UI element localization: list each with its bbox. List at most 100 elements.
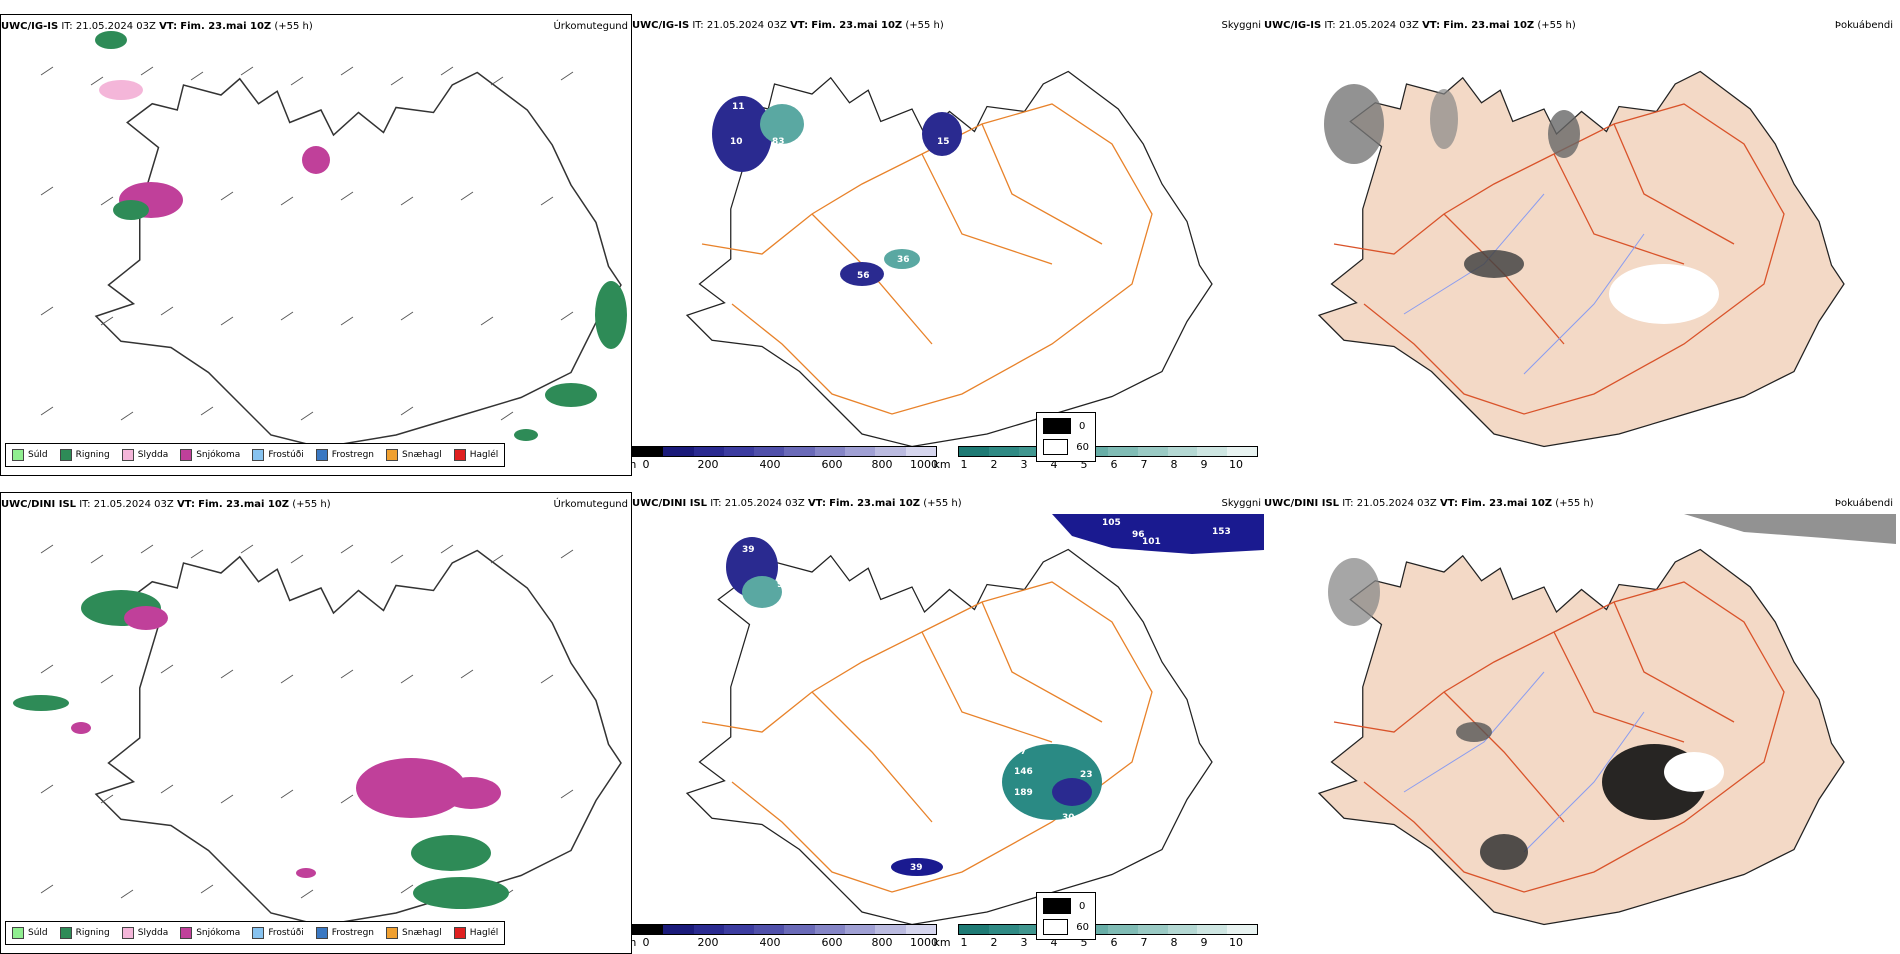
panel-label-precip: Úrkomutegund — [553, 499, 628, 510]
precip-areas — [95, 31, 627, 441]
panel-label-visibility: Skyggni — [1221, 20, 1261, 31]
tick-label: 200 — [697, 458, 719, 471]
ceiling-label: 30 — [1062, 813, 1075, 823]
tick-label: 6 — [1110, 458, 1118, 471]
tick-label: 2 — [990, 936, 998, 949]
panel-label-precip: Úrkomutegund — [553, 21, 628, 32]
ceiling-label: 23 — [1080, 770, 1093, 780]
legend-item: Frostregn — [315, 449, 374, 461]
panel-title: UWC/DINI ISL IT: 21.05.2024 03Z VT: Fim.… — [1, 499, 331, 510]
visibility-panel-row2: UWC/DINI ISL IT: 21.05.2024 03Z VT: Fim.… — [632, 492, 1264, 954]
colorbar-unit: km — [933, 458, 951, 471]
ceiling-label: 105 — [1102, 518, 1121, 528]
panel-title: UWC/DINI ISL IT: 21.05.2024 03Z VT: Fim.… — [632, 498, 962, 509]
tick-label: 8 — [1170, 936, 1178, 949]
tick-label: 1 — [960, 458, 968, 471]
ceiling-colorbar: m 0 200 400 600 800 1000 — [632, 924, 938, 950]
fog-panel-row2: UWC/DINI ISL IT: 21.05.2024 03Z VT: Fim.… — [1264, 492, 1896, 954]
legend-item: Snjókoma — [180, 927, 240, 939]
tick-label: 10 — [1229, 458, 1243, 471]
legend-item: Snæhagl — [386, 927, 442, 939]
iceland-map — [40, 31, 627, 449]
tick-label: 600 — [821, 458, 843, 471]
tick-label: 3 — [1020, 936, 1028, 949]
tick-label: 7 — [1140, 458, 1148, 471]
legend-swatch — [12, 927, 24, 939]
tick-label: 9 — [1200, 936, 1208, 949]
precip-legend: Súld Rigning Slydda Snjókoma Frostúði Fr… — [5, 921, 506, 945]
legend-swatch — [453, 927, 466, 939]
visibility-colorbar: km 1 2 3 4 5 6 7 8 9 10 — [933, 446, 1258, 472]
ceiling-label: 36 — [897, 255, 910, 265]
legend-swatch — [180, 449, 193, 461]
legend-item: Rigning — [59, 927, 110, 939]
ceiling-label: 39 — [742, 545, 755, 555]
tick-label: 400 — [759, 936, 781, 949]
colorbar-unit: m — [632, 936, 636, 949]
legend-swatch — [180, 927, 193, 939]
iceland-map — [1318, 70, 1845, 448]
tick-label: 5 — [1080, 458, 1088, 471]
tick-label: 400 — [759, 458, 781, 471]
legend-swatch — [121, 927, 134, 939]
legend-swatch — [315, 449, 328, 461]
tick-label: 1000 — [910, 458, 938, 471]
visibility-panel-row1: UWC/IG-IS IT: 21.05.2024 03Z VT: Fim. 23… — [632, 14, 1264, 476]
legend-item: Frostúði — [252, 449, 304, 461]
legend-item: Súld — [12, 927, 48, 939]
iceland-map: 11 10 83 102 56 15 36 17 — [686, 70, 1213, 448]
tick-label: 6 — [1110, 936, 1118, 949]
panel-label-fog: Þokuábendi — [1834, 20, 1893, 31]
ceiling-label: 189 — [1014, 788, 1033, 798]
colorbar-strip — [958, 924, 1258, 935]
colorbar-strip — [632, 446, 937, 457]
legend-swatch — [121, 449, 134, 461]
iceland-map — [13, 544, 622, 927]
ceiling-label: 102 — [757, 187, 776, 197]
panel-label-visibility: Skyggni — [1221, 498, 1261, 509]
tick-label: 0 — [642, 458, 650, 471]
panel-title: UWC/DINI ISL IT: 21.05.2024 03Z VT: Fim.… — [1264, 498, 1594, 509]
ceiling-label: 90 — [777, 580, 790, 590]
legend-item: Frostregn — [315, 927, 374, 939]
ceiling-label: 56 — [857, 271, 870, 281]
legend-swatch — [386, 927, 399, 939]
precip-areas — [13, 590, 509, 909]
legend-swatch — [453, 449, 466, 461]
ceiling-label: 146 — [1014, 767, 1033, 777]
tick-label: 200 — [697, 936, 719, 949]
legend-swatch — [386, 449, 399, 461]
ceiling-label: 39 — [910, 863, 923, 873]
panel-title: UWC/IG-IS IT: 21.05.2024 03Z VT: Fim. 23… — [1264, 20, 1576, 31]
tick-label: 1 — [960, 936, 968, 949]
ceiling-label: 83 — [772, 137, 785, 147]
fog-key-row2: 0 60 — [1036, 892, 1096, 940]
ceiling-label: 17 — [992, 255, 1005, 265]
ceiling-label: 11 — [732, 102, 745, 112]
tick-label: 7 — [1140, 936, 1148, 949]
tick-label: 4 — [1050, 936, 1058, 949]
legend-item: Slydda — [121, 449, 168, 461]
iceland-map — [1318, 514, 1896, 926]
tick-label: 10 — [1229, 936, 1243, 949]
tick-label: 800 — [871, 936, 893, 949]
tick-label: 4 — [1050, 458, 1058, 471]
panel-label-fog: Þokuábendi — [1834, 498, 1893, 509]
legend-item: Haglél — [453, 449, 498, 461]
legend-item: Haglél — [453, 927, 498, 939]
colorbar-strip — [632, 924, 937, 935]
legend-swatch — [315, 927, 328, 939]
ceiling-label: 153 — [1212, 527, 1231, 537]
legend-swatch — [252, 449, 265, 461]
panel-title: UWC/IG-IS IT: 21.05.2024 03Z VT: Fim. 23… — [632, 20, 944, 31]
tick-label: 5 — [1080, 936, 1088, 949]
colorbar-strip — [958, 446, 1258, 457]
fog-areas — [1328, 514, 1896, 870]
legend-item: Súld — [12, 449, 48, 461]
tick-label: 9 — [1200, 458, 1208, 471]
tick-label: 800 — [871, 458, 893, 471]
legend-swatch — [59, 927, 72, 939]
low-cloud-areas — [726, 514, 1264, 876]
fog-areas — [1324, 84, 1719, 324]
colorbar-unit: m — [632, 458, 636, 471]
